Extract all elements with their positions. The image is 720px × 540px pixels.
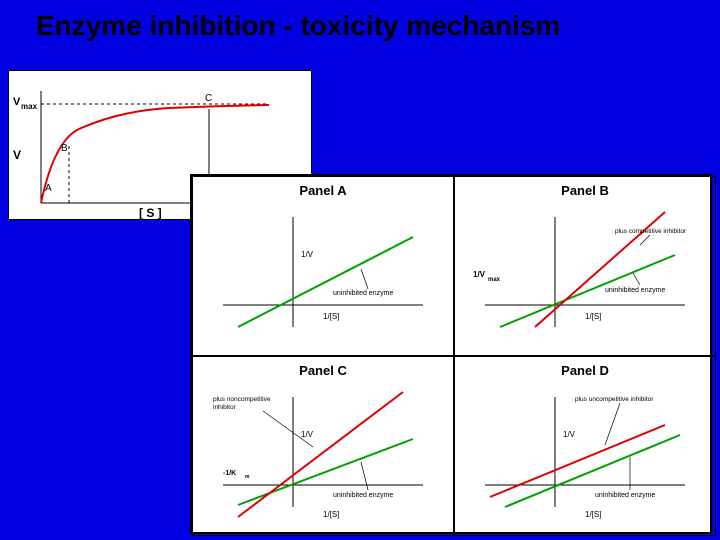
svg-text:plus noncompetitive: plus noncompetitive xyxy=(213,396,271,403)
svg-text:B: B xyxy=(61,143,68,154)
panel-b-title: Panel B xyxy=(561,183,609,198)
svg-text:-1/K: -1/K xyxy=(223,470,236,477)
lineweaver-burk-grid: Panel A 1/V 1/[S] uninhibited enzyme Pan… xyxy=(190,174,712,534)
svg-text:plus competitive inhibitor: plus competitive inhibitor xyxy=(615,228,687,235)
panel-a-title: Panel A xyxy=(299,183,346,198)
svg-text:max: max xyxy=(488,277,501,283)
svg-text:[ S ]: [ S ] xyxy=(139,206,162,220)
svg-text:1/[S]: 1/[S] xyxy=(585,312,601,321)
svg-text:inhibitor: inhibitor xyxy=(213,404,237,411)
panel-c-svg: 1/V 1/[S] -1/K m plus noncompetitive inh… xyxy=(193,357,453,535)
svg-text:1/V: 1/V xyxy=(563,430,576,439)
panel-c-title: Panel C xyxy=(299,363,347,378)
panel-d-title: Panel D xyxy=(561,363,609,378)
svg-text:1/[S]: 1/[S] xyxy=(323,312,339,321)
panel-a-svg: 1/V 1/[S] uninhibited enzyme xyxy=(193,177,453,355)
svg-text:uninhibited enzyme: uninhibited enzyme xyxy=(595,492,655,499)
svg-text:1/V: 1/V xyxy=(301,250,314,259)
panel-b-svg: 1/V max 1/[S] plus competitive inhibitor… xyxy=(455,177,715,355)
svg-text:1/[S]: 1/[S] xyxy=(585,510,601,519)
svg-text:max: max xyxy=(21,102,38,111)
svg-text:1/V: 1/V xyxy=(473,270,486,279)
panel-d: Panel D 1/V 1/[S] plus uncompetitive inh… xyxy=(454,356,716,536)
svg-text:uninhibited enzyme: uninhibited enzyme xyxy=(605,287,665,294)
slide-title: Enzyme inhibition - toxicity mechanism xyxy=(36,10,696,42)
panel-c: Panel C 1/V 1/[S] -1/K m plus noncompeti… xyxy=(192,356,454,536)
svg-text:A: A xyxy=(45,183,52,194)
svg-text:V: V xyxy=(13,148,21,162)
panel-b: Panel B 1/V max 1/[S] plus competitive i… xyxy=(454,176,716,356)
svg-text:1/[S]: 1/[S] xyxy=(323,510,339,519)
svg-text:V: V xyxy=(13,96,21,108)
panel-a: Panel A 1/V 1/[S] uninhibited enzyme xyxy=(192,176,454,356)
svg-text:1/V: 1/V xyxy=(301,430,314,439)
svg-text:uninhibited enzyme: uninhibited enzyme xyxy=(333,290,393,297)
svg-text:m: m xyxy=(245,474,250,480)
svg-text:uninhibited enzyme: uninhibited enzyme xyxy=(333,492,393,499)
svg-text:C: C xyxy=(205,93,212,104)
svg-text:plus uncompetitive inhibitor: plus uncompetitive inhibitor xyxy=(575,396,654,403)
panel-d-svg: 1/V 1/[S] plus uncompetitive inhibitor u… xyxy=(455,357,715,535)
